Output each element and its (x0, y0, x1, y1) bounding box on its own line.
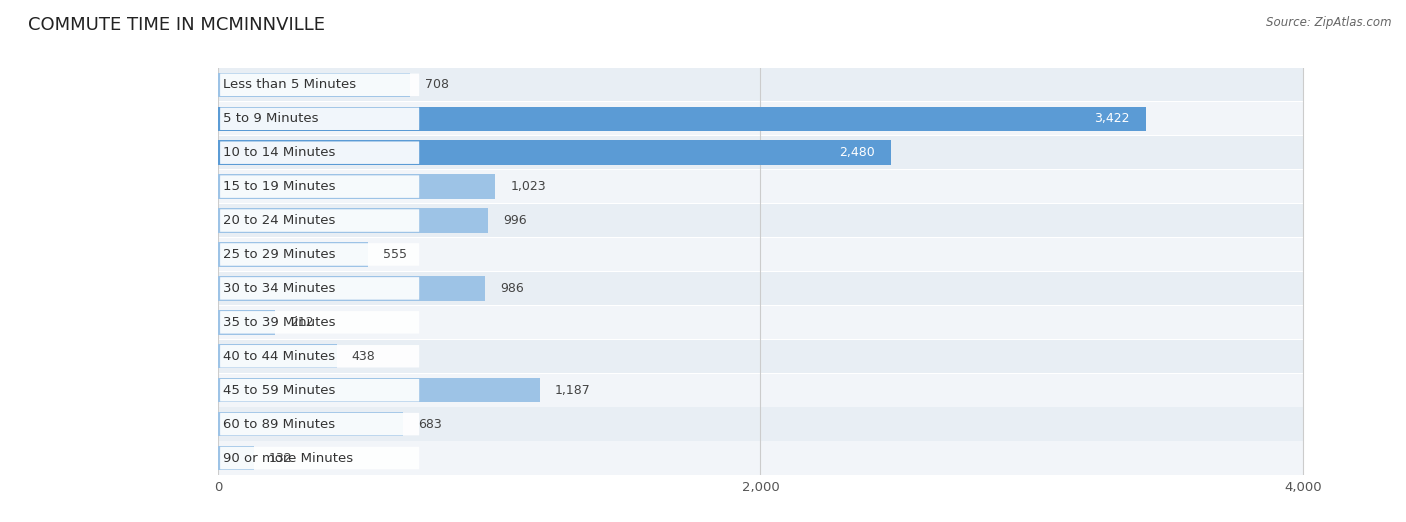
Bar (218, 174, 495, 199)
Text: Less than 5 Minutes: Less than 5 Minutes (224, 78, 357, 91)
Bar (218, 238, 1303, 271)
Text: 986: 986 (501, 282, 524, 295)
Bar (218, 204, 1303, 237)
Text: 5 to 9 Minutes: 5 to 9 Minutes (224, 112, 319, 125)
Text: COMMUTE TIME IN MCMINNVILLE: COMMUTE TIME IN MCMINNVILLE (28, 16, 325, 33)
Text: 683: 683 (418, 418, 441, 431)
Text: 25 to 29 Minutes: 25 to 29 Minutes (224, 248, 336, 261)
Bar (218, 242, 368, 267)
Text: Source: ZipAtlas.com: Source: ZipAtlas.com (1267, 16, 1392, 29)
FancyBboxPatch shape (221, 447, 419, 469)
Bar (218, 306, 1303, 339)
Text: 1,023: 1,023 (510, 180, 546, 193)
FancyBboxPatch shape (221, 345, 419, 367)
Text: 15 to 19 Minutes: 15 to 19 Minutes (224, 180, 336, 193)
Text: 2,480: 2,480 (838, 146, 875, 159)
Text: 555: 555 (384, 248, 408, 261)
FancyBboxPatch shape (221, 379, 419, 401)
Bar (218, 378, 540, 402)
Bar (218, 272, 1303, 305)
Text: 3,422: 3,422 (1094, 112, 1130, 125)
Bar (218, 136, 1303, 169)
FancyBboxPatch shape (221, 74, 419, 96)
Text: 35 to 39 Minutes: 35 to 39 Minutes (224, 316, 336, 329)
Text: 90 or more Minutes: 90 or more Minutes (224, 452, 353, 465)
Text: 438: 438 (352, 350, 375, 363)
FancyBboxPatch shape (221, 108, 419, 130)
Bar (218, 276, 485, 301)
FancyBboxPatch shape (221, 413, 419, 435)
Bar (218, 68, 1303, 101)
Bar (218, 446, 253, 470)
Bar (218, 102, 1303, 135)
Text: 40 to 44 Minutes: 40 to 44 Minutes (224, 350, 336, 363)
FancyBboxPatch shape (221, 311, 419, 334)
Text: 132: 132 (269, 452, 292, 465)
Bar (218, 374, 1303, 407)
Bar (218, 140, 890, 165)
Bar (218, 310, 276, 335)
FancyBboxPatch shape (221, 243, 419, 266)
Bar (218, 73, 411, 97)
Text: 996: 996 (503, 214, 527, 227)
Text: 708: 708 (425, 78, 449, 91)
FancyBboxPatch shape (221, 175, 419, 198)
Text: 10 to 14 Minutes: 10 to 14 Minutes (224, 146, 336, 159)
Bar (218, 344, 337, 369)
Text: 1,187: 1,187 (555, 384, 591, 397)
Text: 30 to 34 Minutes: 30 to 34 Minutes (224, 282, 336, 295)
Bar (218, 412, 404, 436)
Bar (218, 340, 1303, 373)
Bar (218, 170, 1303, 203)
Bar (218, 442, 1303, 474)
Bar (218, 408, 1303, 441)
Text: 60 to 89 Minutes: 60 to 89 Minutes (224, 418, 336, 431)
FancyBboxPatch shape (221, 277, 419, 300)
Bar (218, 208, 488, 233)
Text: 20 to 24 Minutes: 20 to 24 Minutes (224, 214, 336, 227)
FancyBboxPatch shape (221, 209, 419, 232)
FancyBboxPatch shape (221, 141, 419, 164)
Text: 212: 212 (291, 316, 314, 329)
Bar (218, 106, 1146, 131)
Text: 45 to 59 Minutes: 45 to 59 Minutes (224, 384, 336, 397)
